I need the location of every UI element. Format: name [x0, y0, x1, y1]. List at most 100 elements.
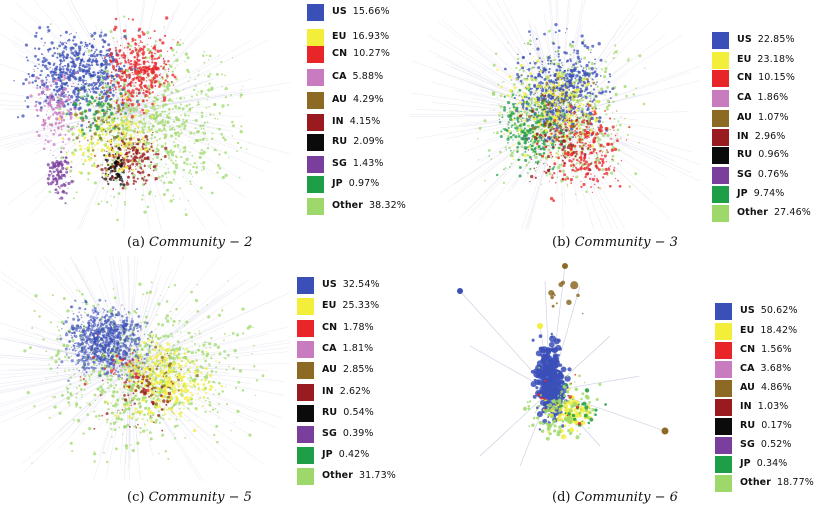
legend-code: EU [332, 31, 347, 42]
legend-swatch [297, 298, 314, 315]
legend-code: AU [332, 94, 347, 105]
legend-percent: 2.96% [754, 131, 786, 142]
legend-code: CA [322, 343, 337, 354]
legend-swatch [715, 437, 732, 454]
caption-math: Community − 5 [148, 490, 252, 505]
legend-percent: 1.43% [352, 158, 384, 169]
legend-percent: 1.07% [757, 112, 789, 123]
legend-code: CA [737, 92, 752, 103]
legend-swatch [712, 147, 729, 164]
legend-percent: 0.52% [760, 439, 792, 450]
legend-percent: 27.46% [774, 207, 811, 218]
legend-swatch [715, 342, 732, 359]
legend-code: EU [322, 300, 337, 311]
legend-percent: 4.86% [760, 382, 792, 393]
legend-code: RU [740, 420, 756, 431]
legend-swatch [297, 447, 314, 464]
legend-code: US [322, 279, 337, 290]
panel-community-3: US 22.85% EU 23.18% CN 10.15% CA 1.86% AU 1.0… [410, 0, 820, 256]
legend-code: JP [332, 178, 343, 189]
legend-percent: 0.97% [348, 178, 380, 189]
legend-code: Other [737, 207, 769, 218]
legend-swatch [307, 176, 324, 193]
legend-swatch [307, 134, 324, 151]
legend-swatch [715, 456, 732, 473]
panel-community-2: US 15.66% EU 16.93% CN 10.27% CA 5.88% AU 4.2… [0, 0, 410, 256]
legend-percent: 0.34% [756, 458, 788, 469]
caption-label: (b) [552, 235, 571, 250]
legend-code: CN [737, 72, 753, 83]
network-graph-community-6 [457, 263, 669, 467]
legend-swatch [297, 341, 314, 358]
legend-percent: 31.73% [359, 470, 396, 481]
legend-percent: 1.86% [757, 92, 789, 103]
legend-code: US [737, 34, 752, 45]
legend-percent: 15.66% [352, 6, 390, 17]
legend-percent: 4.15% [349, 116, 381, 127]
network-graph-community-2 [0, 0, 290, 230]
legend-code: SG [740, 439, 755, 450]
legend-percent: 3.68% [760, 363, 792, 374]
legend-swatch [297, 405, 314, 422]
legend-swatch [715, 418, 732, 435]
network-nodes [0, 0, 290, 230]
legend-swatch [307, 46, 324, 63]
legend-swatch [307, 4, 324, 21]
legend-swatch [712, 129, 729, 146]
legend-percent: 18.42% [760, 325, 798, 336]
legend-code: JP [740, 458, 751, 469]
legend-percent: 0.39% [342, 428, 374, 439]
legend-code: CA [740, 363, 755, 374]
legend-percent: 32.54% [342, 279, 380, 290]
legend-swatch [715, 399, 732, 416]
legend-code: CN [322, 322, 338, 333]
legend-swatch [712, 70, 729, 87]
legend-percent: 1.78% [343, 322, 374, 333]
caption-label: (c) [127, 490, 145, 505]
legend-swatch [307, 156, 324, 173]
legend-swatch [712, 186, 729, 203]
legend-swatch [712, 90, 729, 107]
caption-label: (d) [552, 490, 571, 505]
legend-percent: 1.56% [761, 344, 792, 355]
network-nodes [410, 0, 700, 230]
legend-percent: 16.93% [352, 31, 390, 42]
legend-swatch [307, 198, 324, 215]
network-graph-community-5 [0, 256, 290, 481]
legend-percent: 1.03% [757, 401, 789, 412]
legend-swatch [715, 380, 732, 397]
caption-community-3: (b) Community − 3 [552, 235, 678, 250]
caption-community-5: (c) Community − 5 [127, 490, 252, 505]
legend-swatch [297, 426, 314, 443]
legend-percent: 2.62% [339, 386, 371, 397]
legend-percent: 23.18% [757, 54, 795, 65]
legend-percent: 25.33% [342, 300, 380, 311]
legend-swatch [715, 303, 732, 320]
legend-percent: 18.77% [777, 477, 814, 488]
legend-code: AU [737, 112, 752, 123]
legend-swatch [715, 475, 732, 492]
legend-percent: 1.81% [342, 343, 374, 354]
legend-code: US [332, 6, 347, 17]
legend-swatch [297, 468, 314, 485]
legend-code: CA [332, 71, 347, 82]
legend-code: RU [737, 149, 753, 160]
legend-swatch [307, 29, 324, 46]
legend-code: AU [740, 382, 755, 393]
legend-percent: 22.85% [757, 34, 795, 45]
legend-percent: 10.15% [758, 72, 795, 83]
legend-percent: 0.76% [757, 169, 789, 180]
legend-code: EU [740, 325, 755, 336]
legend-swatch [715, 323, 732, 340]
caption-math: Community − 2 [149, 235, 253, 250]
legend-code: JP [322, 449, 333, 460]
legend-swatch [712, 32, 729, 49]
legend-swatch [712, 52, 729, 69]
caption-label: (a) [127, 235, 145, 250]
legend-swatch [307, 69, 324, 86]
legend-code: SG [322, 428, 337, 439]
legend-swatch [307, 92, 324, 109]
legend-code: RU [322, 407, 338, 418]
legend-percent: 2.09% [353, 136, 384, 147]
legend-code: IN [332, 116, 344, 127]
